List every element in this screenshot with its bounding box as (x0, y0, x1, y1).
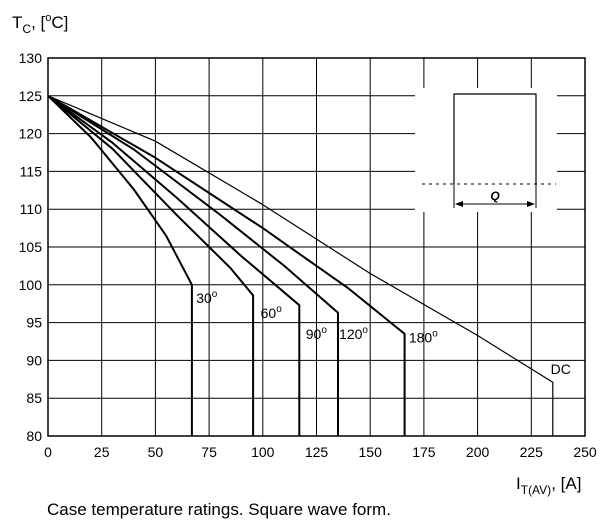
inset-label: Q (490, 189, 500, 203)
curve-label-180: 180o (409, 328, 438, 345)
y-tick-label: 120 (19, 126, 43, 142)
y-tick-labels: 80 85 90 95 100 105 110 115 120 125 130 (19, 50, 43, 444)
x-axis-label: IT(AV), [A] (516, 474, 581, 497)
curve-label-120: 120o (339, 325, 368, 342)
series-line-120 (47, 94, 339, 436)
y-tick-label: 100 (19, 277, 43, 293)
x-tick-label: 200 (466, 444, 490, 460)
series-line-DC (47, 95, 554, 436)
series-line-60 (47, 95, 255, 436)
curves (47, 94, 554, 436)
y-axis-label: TC, [oC] (12, 12, 68, 36)
y-tick-label: 125 (19, 88, 43, 104)
plot-frame (47, 57, 586, 437)
x-tick-label: 50 (148, 444, 164, 460)
curve-label-30: 30o (196, 289, 218, 306)
curve-label-DC: DC (551, 361, 571, 377)
chart-caption: Case temperature ratings. Square wave fo… (47, 500, 391, 519)
inset-square-pulse (453, 93, 537, 184)
x-tick-label: 25 (94, 444, 110, 460)
curve-labels: 30o 60o 90o 120o 180o DC (196, 289, 571, 377)
y-tick-label: 80 (26, 428, 42, 444)
x-tick-label: 175 (412, 444, 436, 460)
series-line-30 (47, 95, 193, 436)
x-tick-labels: 0 25 50 75 100 125 150 175 200 225 250 (44, 444, 597, 460)
inset-arrow-right (527, 201, 535, 207)
x-tick-label: 0 (44, 444, 52, 460)
series-line-180 (47, 94, 406, 436)
y-tick-label: 95 (26, 315, 42, 331)
x-tick-label: 150 (359, 444, 383, 460)
inset-background (415, 88, 557, 212)
y-tick-label: 115 (20, 163, 43, 179)
x-tick-label: 125 (305, 444, 329, 460)
y-tick-label: 130 (19, 50, 43, 66)
x-tick-label: 75 (201, 444, 217, 460)
inset-arrow-left (455, 201, 463, 207)
y-tick-label: 110 (20, 201, 43, 217)
x-tick-label: 100 (251, 444, 275, 460)
x-tick-label: 225 (520, 444, 544, 460)
series-line-90 (47, 94, 301, 436)
curve-label-60: 60o (261, 304, 283, 321)
y-tick-label: 90 (26, 352, 42, 368)
x-tick-label: 250 (573, 444, 597, 460)
y-tick-label: 85 (26, 390, 42, 406)
curve-label-90: 90o (306, 325, 328, 342)
waveform-inset: Q (415, 88, 557, 212)
y-tick-label: 105 (19, 239, 43, 255)
